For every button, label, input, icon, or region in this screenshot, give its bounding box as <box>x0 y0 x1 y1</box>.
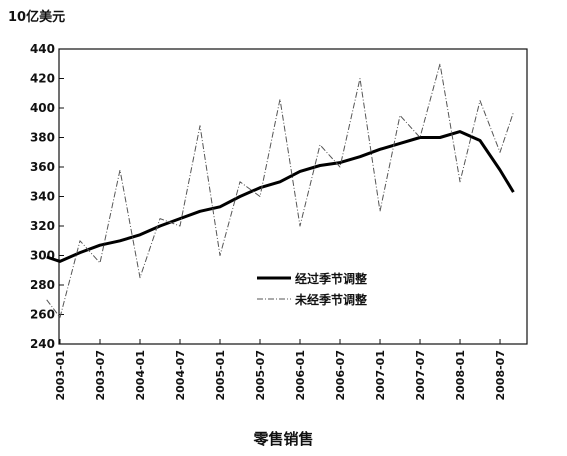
y-ticks: 240 260 280 300 320 340 360 380 400 420 440 <box>30 42 64 351</box>
plot-frame <box>58 48 528 345</box>
x-ticks: 2003-01 2003-07 2004-01 2004-07 2005-01 2005-… <box>54 339 507 401</box>
y-tick-label: 420 <box>30 72 55 86</box>
legend-label: 经过季节调整 <box>295 271 367 286</box>
y-tick-label: 360 <box>30 160 55 174</box>
y-tick-label: 320 <box>30 219 55 233</box>
unit-label: 10亿美元 <box>8 10 66 25</box>
y-tick-label: 400 <box>30 101 55 115</box>
legend-label: 未经季节调整 <box>294 292 367 307</box>
x-tick-label: 2008-01 <box>454 350 467 401</box>
y-tick-label: 380 <box>30 131 55 145</box>
x-tick-label: 2006-01 <box>294 350 307 401</box>
series-line-adjusted <box>46 130 515 263</box>
x-tick-label: 2005-01 <box>214 350 227 401</box>
series-lines <box>46 63 515 318</box>
x-tick-label: 2004-01 <box>134 350 147 401</box>
x-tick-label: 2004-07 <box>174 350 187 401</box>
x-tick-label: 2006-07 <box>334 350 347 401</box>
x-axis-title: 零售销售 <box>253 430 314 448</box>
x-tick-label: 2003-07 <box>94 350 107 401</box>
x-tick-label: 2008-07 <box>494 350 507 401</box>
y-tick-label: 340 <box>30 190 55 204</box>
x-tick-label: 2003-01 <box>54 350 67 401</box>
y-tick-label: 440 <box>30 42 55 56</box>
x-tick-label: 2007-07 <box>414 350 427 401</box>
y-tick-label: 260 <box>30 308 55 322</box>
y-tick-label: 240 <box>30 337 55 351</box>
y-tick-label: 300 <box>30 249 55 263</box>
axes <box>58 48 528 345</box>
y-tick-label: 280 <box>30 278 55 292</box>
x-tick-label: 2005-07 <box>254 350 267 401</box>
x-tick-label: 2007-01 <box>374 350 387 401</box>
